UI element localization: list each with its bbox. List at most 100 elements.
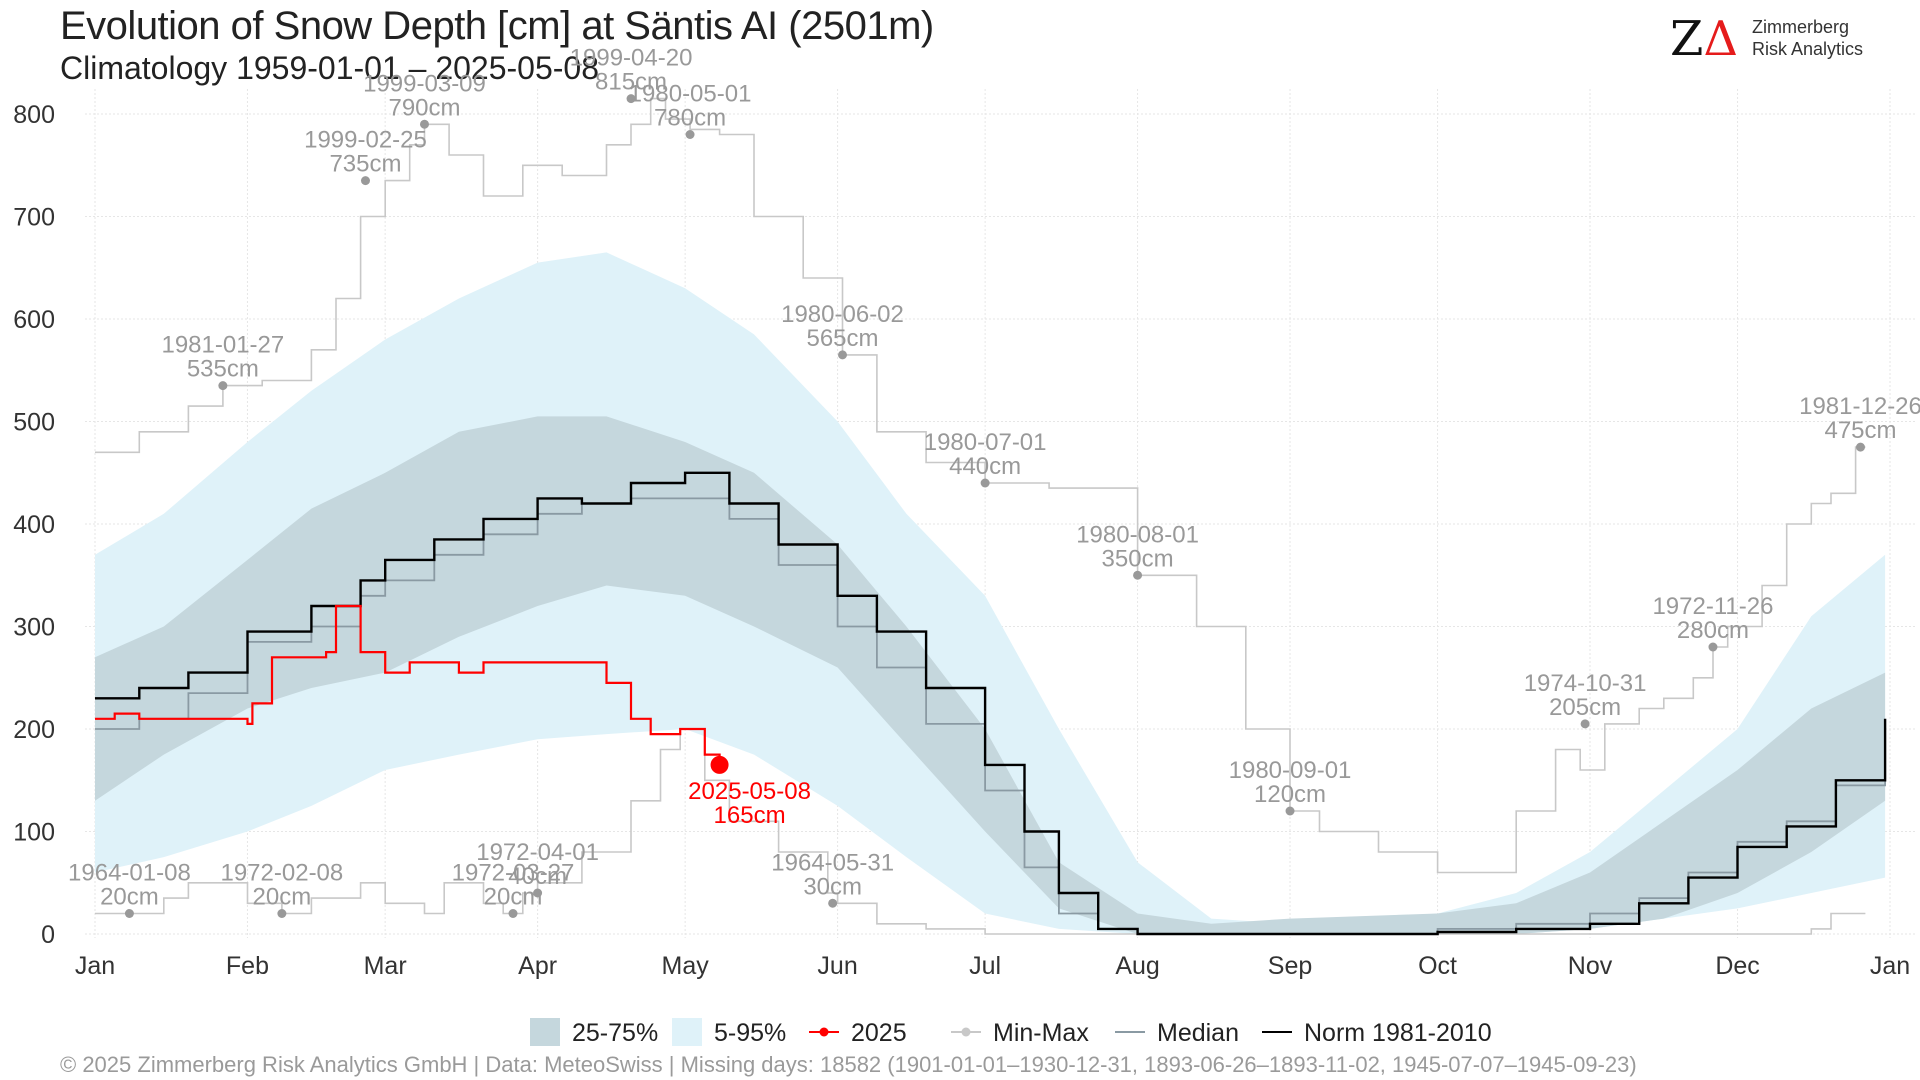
annotation-value: 30cm: [803, 873, 862, 900]
y-tick-label: 500: [13, 409, 55, 437]
legend-label: Median: [1157, 1019, 1239, 1047]
x-tick-label: Apr: [518, 952, 557, 980]
footer-caption: © 2025 Zimmerberg Risk Analytics GmbH | …: [60, 1052, 1637, 1077]
x-tick-label: Jul: [969, 952, 1001, 980]
company-logo: ZΔ Zimmerberg Risk Analytics: [1670, 14, 1900, 64]
legend-swatch-dot: [819, 1027, 829, 1037]
x-tick-label: Mar: [364, 952, 407, 980]
annotation-point: [685, 130, 695, 139]
x-tick-label: Dec: [1715, 952, 1759, 980]
logo-name-line1: Zimmerberg: [1752, 17, 1850, 37]
annotation-point: [508, 909, 518, 918]
legend-swatch: [672, 1018, 702, 1046]
series-norm-line: [95, 471, 1887, 936]
annotation-date: 1980-08-01: [1076, 521, 1199, 548]
annotation-point: [1133, 570, 1143, 580]
x-tick-label: Nov: [1568, 952, 1613, 980]
annotation-date: 1972-04-01: [476, 839, 599, 866]
annotation-date: 1964-05-31: [771, 849, 894, 876]
annotation-point: [533, 888, 543, 898]
annotation-value: 535cm: [187, 356, 259, 383]
annotation-point: [124, 909, 134, 918]
annotation-date: 1972-11-26: [1652, 593, 1773, 620]
x-tick-label: Oct: [1418, 952, 1457, 980]
current-point-date: 2025-05-08: [688, 778, 811, 805]
annotation-point: [828, 898, 838, 908]
annotation-value: 40cm: [508, 863, 567, 890]
annotation-value: 440cm: [949, 453, 1021, 480]
annotation-date: 1980-07-01: [924, 429, 1047, 456]
chart-subtitle: Climatology 1959-01-01 – 2025-05-08: [60, 50, 600, 86]
annotation-value: 780cm: [654, 105, 726, 132]
annotation-point: [626, 94, 636, 104]
annotation-date: 1999-02-25: [304, 127, 427, 154]
y-tick-label: 400: [13, 511, 55, 539]
x-tick-label: Aug: [1115, 952, 1159, 980]
legend-swatch-dot: [961, 1027, 971, 1037]
annotation-value: 20cm: [100, 884, 159, 911]
annotation-date: 1980-05-01: [629, 81, 752, 108]
x-tick-label: May: [662, 952, 710, 980]
legend-label: Norm 1981-2010: [1304, 1019, 1492, 1047]
annotation-point: [1708, 642, 1718, 652]
current-point: [710, 755, 729, 774]
y-tick-label: 0: [41, 921, 55, 949]
annotation-date: 1972-03-27: [452, 860, 575, 887]
series-2025-line: [95, 604, 721, 765]
annotation-value: 280cm: [1677, 617, 1749, 644]
y-tick-label: 300: [13, 614, 55, 642]
chart-title: Evolution of Snow Depth [cm] at Säntis A…: [60, 4, 934, 48]
annotation-value: 350cm: [1102, 545, 1174, 572]
logo-name-line2: Risk Analytics: [1752, 39, 1864, 59]
annotation-date: 1981-01-27: [161, 332, 284, 359]
y-tick-label: 700: [13, 204, 55, 232]
annotation-value: 20cm: [484, 884, 543, 911]
annotation-date: 1999-04-20: [570, 45, 693, 72]
annotation-value: 790cm: [388, 94, 460, 121]
annotation-point: [838, 350, 848, 360]
legend-label: 2025: [851, 1019, 907, 1047]
annotation-date: 1980-09-01: [1229, 757, 1352, 784]
annotation-point: [360, 176, 370, 186]
logo-mark: ZΔ: [1670, 11, 1739, 67]
annotation-point: [1855, 442, 1865, 452]
annotation-point: [1580, 719, 1590, 729]
legend-label: 5-95%: [714, 1019, 786, 1047]
annotation-date: 1972-02-08: [220, 860, 343, 887]
annotation-value: 565cm: [806, 325, 878, 352]
annotation-point: [277, 909, 287, 918]
annotation-value: 120cm: [1254, 781, 1326, 808]
annotation-date: 1981-12-26: [1799, 393, 1920, 420]
x-tick-label: Jun: [817, 952, 857, 980]
annotation-point: [419, 119, 429, 129]
annotation-date: 1964-01-08: [68, 860, 191, 887]
y-tick-label: 600: [13, 306, 55, 334]
annotation-value: 475cm: [1824, 417, 1896, 444]
annotation-value: 205cm: [1549, 694, 1621, 721]
x-tick-label: Sep: [1268, 952, 1312, 980]
annotation-date: 1999-03-09: [363, 70, 486, 97]
annotation-point: [980, 478, 990, 488]
annotation-point: [218, 381, 228, 391]
series-min-line: [95, 728, 1866, 935]
annotation-value: 20cm: [253, 884, 312, 911]
annotation-value: 815cm: [595, 69, 667, 96]
legend-label: Min-Max: [993, 1019, 1089, 1047]
current-point-value: 165cm: [714, 802, 786, 829]
x-tick-label: Jan: [75, 952, 115, 980]
legend-label: 25-75%: [572, 1019, 658, 1047]
logo-name: Zimmerberg Risk Analytics: [1752, 16, 1863, 60]
annotation-date: 1974-10-31: [1524, 670, 1647, 697]
y-tick-label: 200: [13, 716, 55, 744]
y-tick-label: 800: [13, 101, 55, 129]
annotation-value: 735cm: [329, 151, 401, 178]
legend-swatch: [530, 1018, 560, 1046]
x-tick-label: Feb: [226, 952, 269, 980]
annotation-date: 1980-06-02: [781, 301, 904, 328]
series-max-line: [95, 97, 1866, 874]
annotation-point: [1285, 806, 1295, 816]
band-25-75: [95, 416, 1886, 934]
y-tick-label: 100: [13, 819, 55, 847]
x-tick-label: Jan: [1870, 952, 1910, 980]
